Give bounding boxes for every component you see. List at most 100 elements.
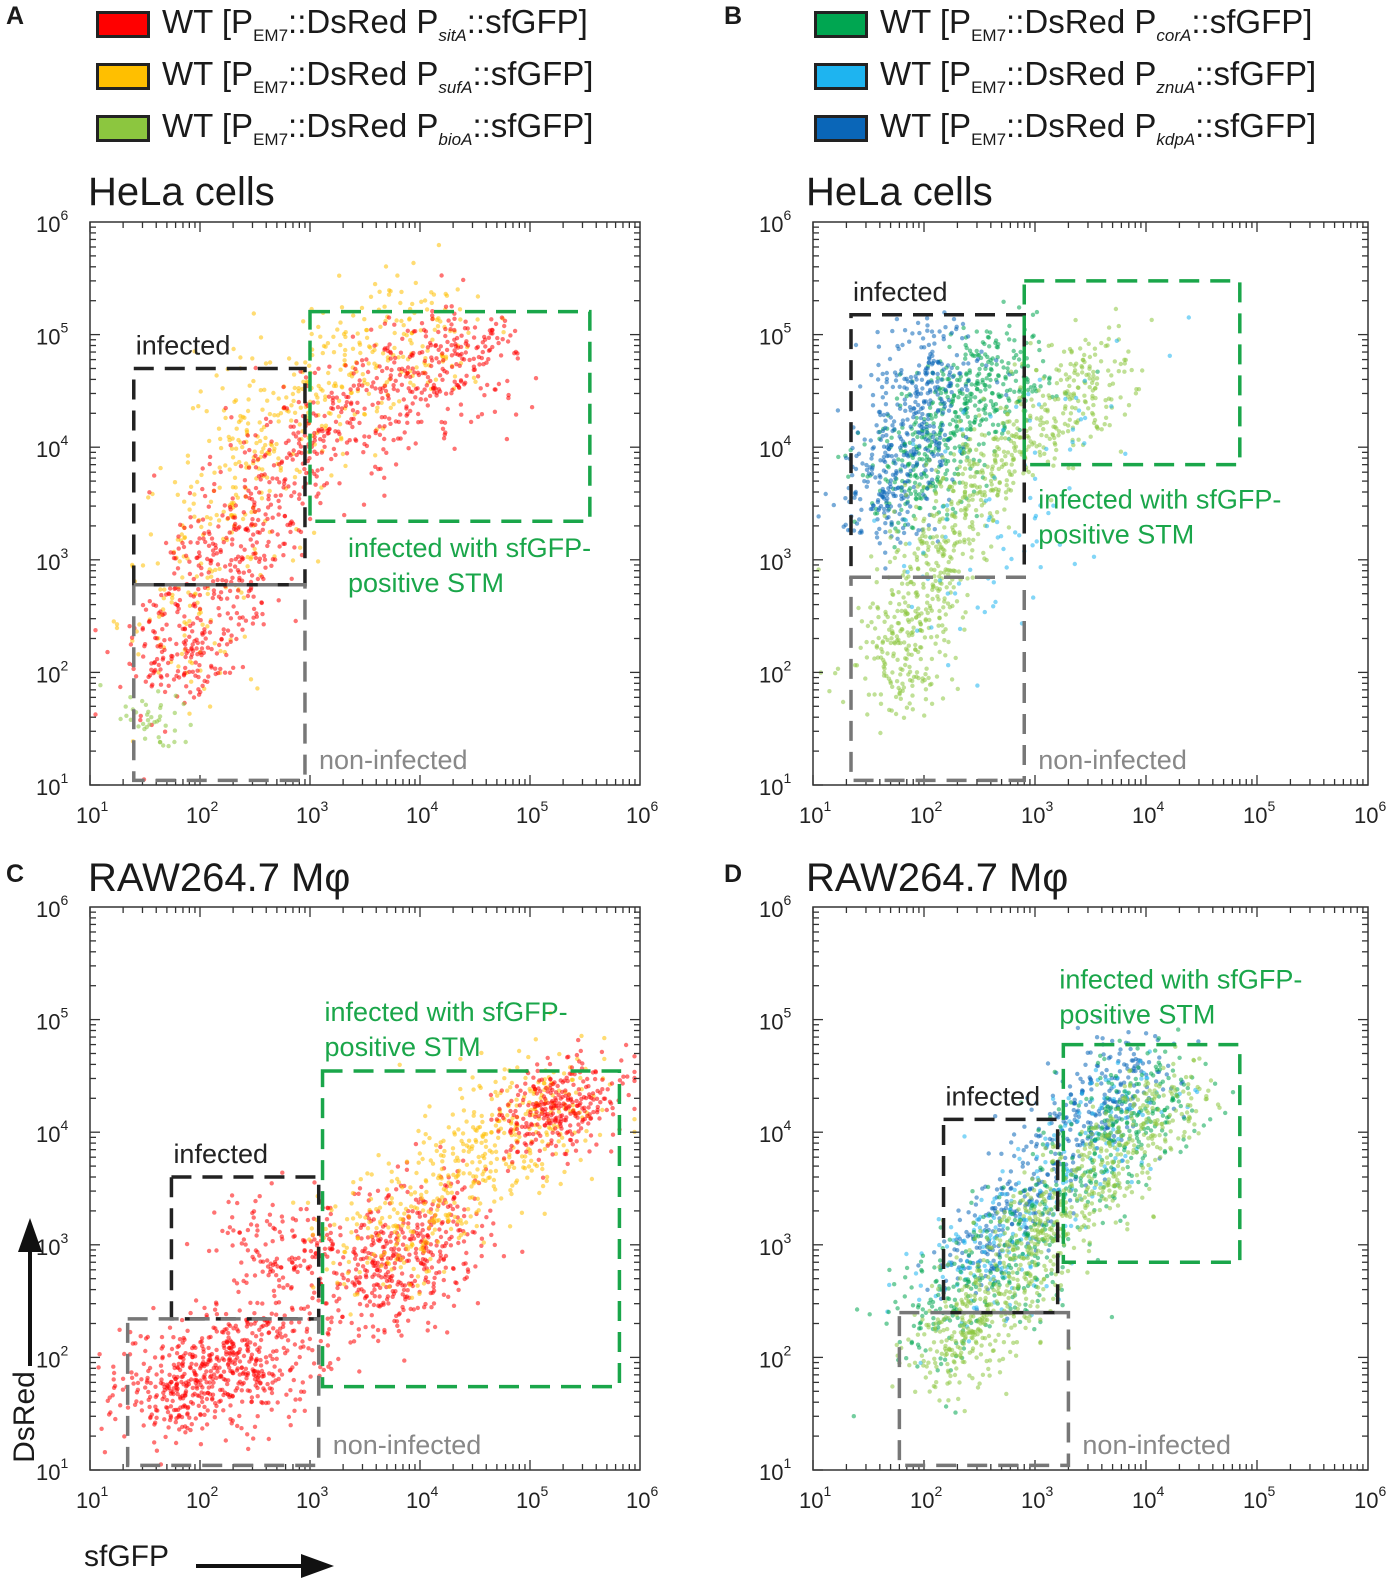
data-point <box>398 1280 403 1286</box>
data-point <box>473 379 478 384</box>
data-point <box>415 1305 420 1311</box>
data-point <box>253 453 258 458</box>
data-point <box>1069 405 1075 410</box>
data-point <box>875 499 881 505</box>
data-point <box>887 356 893 362</box>
legend-swatch <box>814 114 868 142</box>
data-point <box>281 1321 286 1326</box>
data-point <box>208 1334 213 1340</box>
data-point <box>307 516 313 522</box>
data-point <box>199 1336 205 1341</box>
data-point <box>242 547 247 552</box>
data-point <box>230 455 236 460</box>
data-point <box>958 459 963 464</box>
data-point <box>97 1352 102 1357</box>
data-point <box>988 357 993 363</box>
data-point <box>900 422 906 427</box>
data-point <box>296 430 301 435</box>
data-point <box>964 507 969 512</box>
data-point <box>865 623 871 629</box>
data-point <box>1091 420 1097 426</box>
data-point <box>452 379 457 384</box>
data-point <box>364 1294 369 1299</box>
data-point <box>1046 343 1051 348</box>
data-point <box>186 1382 191 1387</box>
data-point <box>382 321 388 326</box>
data-point <box>253 555 259 561</box>
data-point <box>282 513 287 519</box>
data-point <box>885 508 891 513</box>
data-point <box>954 353 960 358</box>
data-point <box>294 361 299 366</box>
data-point <box>288 1423 293 1428</box>
data-point <box>1073 317 1078 323</box>
data-point <box>919 472 924 477</box>
data-point <box>410 366 415 371</box>
data-point <box>584 1128 589 1134</box>
data-point <box>319 423 325 429</box>
data-point <box>220 1228 225 1234</box>
data-point <box>326 380 332 386</box>
data-point <box>201 1347 206 1352</box>
data-point <box>890 384 896 390</box>
data-point <box>241 1380 246 1386</box>
data-point <box>224 1349 229 1355</box>
data-point <box>1058 377 1064 383</box>
data-point <box>164 1397 170 1403</box>
data-point <box>920 411 925 417</box>
data-point <box>858 384 863 389</box>
data-point <box>364 357 369 362</box>
data-point <box>244 1273 249 1278</box>
data-point <box>962 537 967 542</box>
data-point <box>1045 459 1051 464</box>
data-point <box>935 371 940 377</box>
data-point <box>1039 432 1044 438</box>
data-point <box>471 335 477 340</box>
data-point <box>214 1375 219 1381</box>
data-point <box>365 369 371 375</box>
data-point <box>143 679 148 684</box>
data-point <box>1003 454 1008 459</box>
data-point <box>221 509 226 514</box>
data-point <box>533 376 539 381</box>
data-point <box>928 389 933 394</box>
data-point <box>994 358 999 363</box>
data-point <box>951 514 957 519</box>
data-point <box>971 537 976 543</box>
data-point <box>962 466 968 471</box>
data-point <box>364 327 370 333</box>
data-point <box>883 390 889 396</box>
data-point <box>399 1185 405 1190</box>
data-point <box>944 468 950 473</box>
panel-letter-c: C <box>6 860 25 888</box>
data-point <box>984 483 989 488</box>
data-point <box>129 1370 134 1375</box>
data-point <box>980 492 985 498</box>
data-point <box>1118 395 1123 400</box>
data-point <box>1004 565 1009 570</box>
data-point <box>205 575 210 580</box>
data-point <box>988 330 993 335</box>
data-point <box>187 571 193 577</box>
data-point <box>916 606 921 611</box>
x-tick-label: 106 <box>1354 798 1386 828</box>
data-point <box>888 679 893 684</box>
data-point <box>960 551 965 557</box>
data-point <box>214 1312 220 1317</box>
data-point <box>93 712 98 717</box>
data-point <box>910 331 915 336</box>
data-point <box>930 596 935 602</box>
data-point <box>918 406 924 411</box>
data-point <box>1049 498 1054 503</box>
data-point <box>471 367 476 373</box>
data-point <box>1103 415 1109 420</box>
data-point <box>974 329 979 334</box>
data-point <box>398 412 403 417</box>
data-point <box>136 724 141 729</box>
data-point <box>975 373 980 378</box>
data-point <box>882 662 888 667</box>
data-point <box>941 605 946 610</box>
data-point <box>402 430 407 435</box>
data-point <box>1011 355 1017 361</box>
data-point <box>146 619 152 625</box>
